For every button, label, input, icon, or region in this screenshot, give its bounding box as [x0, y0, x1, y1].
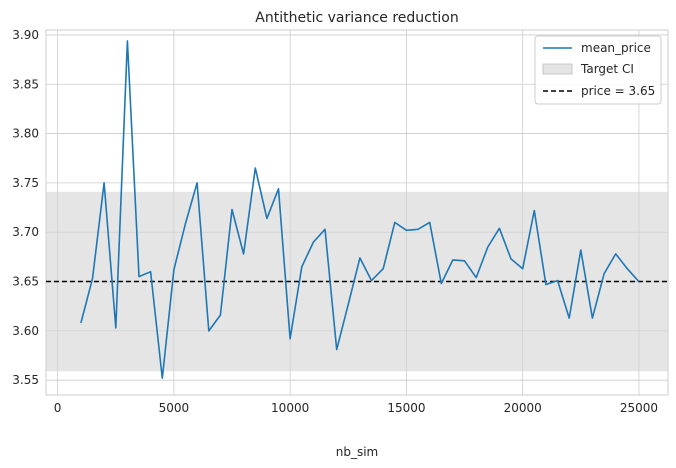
legend-label-mean-price: mean_price [581, 41, 651, 55]
x-tick-label: 15000 [387, 401, 425, 415]
target-ci-band [46, 191, 668, 372]
y-tick-label: 3.75 [12, 176, 39, 190]
legend-label-price-line: price = 3.65 [581, 84, 655, 98]
y-tick-label: 3.85 [12, 77, 39, 91]
series-layer [80, 40, 640, 380]
legend: mean_price Target CI price = 3.65 [534, 35, 662, 105]
x-tick-labels: 0 5000 10000 15000 20000 25000 [54, 401, 658, 415]
x-tick-label: 25000 [620, 401, 658, 415]
legend-box [534, 35, 662, 105]
legend-swatch-target-ci [542, 63, 573, 75]
x-tick-label: 10000 [271, 401, 309, 415]
x-tick-label: 20000 [504, 401, 542, 415]
legend-label-target-ci: Target CI [580, 62, 634, 76]
x-axis-label: nb_sim [336, 445, 379, 459]
x-tick-label: 0 [54, 401, 62, 415]
y-tick-label: 3.90 [12, 28, 39, 42]
x-tick-label: 5000 [159, 401, 190, 415]
chart-title: Antithetic variance reduction [255, 10, 458, 26]
series-line-mean-price [80, 40, 640, 380]
y-tick-labels: 3.55 3.60 3.65 3.70 3.75 3.80 3.85 3.90 [12, 28, 39, 387]
band-layer [46, 191, 668, 372]
y-tick-label: 3.65 [12, 275, 39, 289]
y-tick-label: 3.80 [12, 127, 39, 141]
y-tick-label: 3.60 [12, 324, 39, 338]
y-tick-label: 3.55 [12, 373, 39, 387]
y-tick-label: 3.70 [12, 225, 39, 239]
